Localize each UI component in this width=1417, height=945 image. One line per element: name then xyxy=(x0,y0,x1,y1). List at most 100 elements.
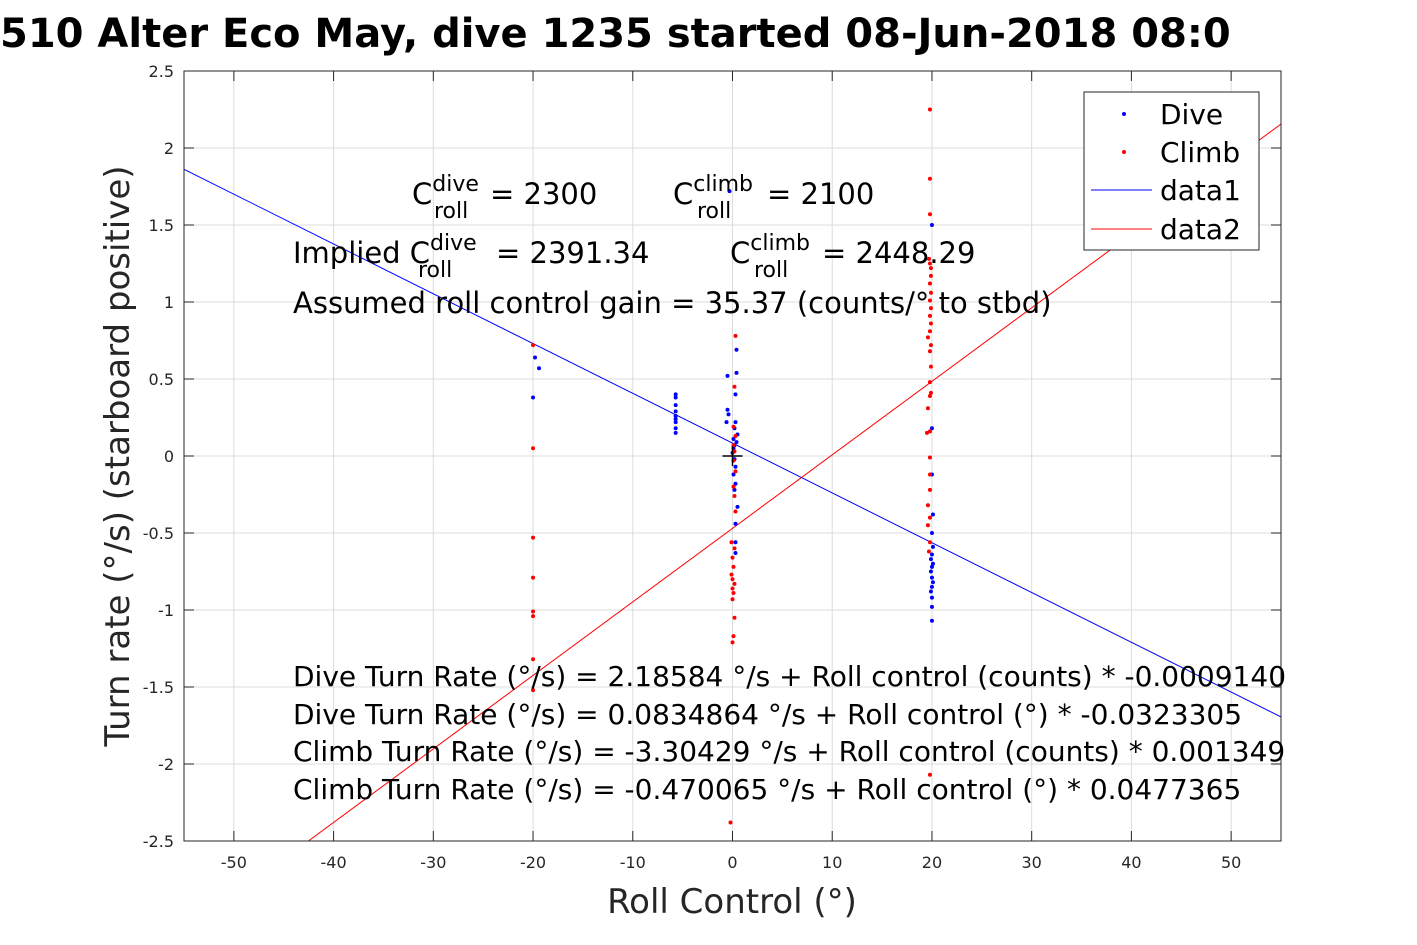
y-tick-label: 2 xyxy=(164,139,174,158)
data-point-climb xyxy=(928,266,933,271)
legend-label-climb: Climb xyxy=(1160,136,1240,169)
data-point-dive xyxy=(673,392,678,397)
data-point-dive xyxy=(673,403,678,408)
y-tick-label: 1 xyxy=(164,293,174,312)
data-point-dive xyxy=(733,481,738,486)
data-point-dive xyxy=(531,395,536,400)
x-tick-label: 40 xyxy=(1121,853,1141,872)
data-point-climb xyxy=(732,546,737,551)
fit-lines xyxy=(184,123,1281,841)
y-tick-label: -1.5 xyxy=(143,678,174,697)
data-point-climb xyxy=(927,393,932,398)
x-axis-label: Roll Control (°) xyxy=(607,882,857,922)
data-point-dive xyxy=(929,575,934,580)
data-point-dive xyxy=(735,504,740,509)
data-point-climb xyxy=(731,424,736,429)
data-point-climb xyxy=(531,535,536,540)
data-point-dive xyxy=(673,395,678,400)
legend-label-data1: data1 xyxy=(1160,174,1241,207)
data-point-dive xyxy=(533,355,538,360)
data-point-climb xyxy=(928,273,933,278)
data-point-dive xyxy=(733,464,738,469)
data-point-climb xyxy=(927,380,932,385)
x-tick-label: -30 xyxy=(420,853,446,872)
data-point-dive xyxy=(734,440,739,445)
data-point-climb xyxy=(926,549,931,554)
croll-climb-sub: roll xyxy=(697,199,731,224)
data-point-climb xyxy=(732,581,737,586)
data-point-dive xyxy=(930,561,935,566)
data-point-climb xyxy=(927,281,932,286)
data-point-climb xyxy=(730,555,735,560)
y-tick-label: 1.5 xyxy=(149,216,174,235)
svg-text:Implied Cdive: Implied Cdive xyxy=(293,231,477,270)
implied-prefix: Implied C xyxy=(293,236,430,270)
data-point-climb xyxy=(927,349,932,354)
data-point-climb xyxy=(531,657,536,662)
y-tick-label: -2.5 xyxy=(143,832,174,851)
croll-climb-c: C xyxy=(673,177,693,211)
data-point-climb xyxy=(924,430,929,435)
data-point-climb xyxy=(927,515,932,520)
y-tick-label: -1 xyxy=(158,601,174,620)
x-tick-label: 10 xyxy=(822,853,842,872)
data-point-climb xyxy=(531,609,536,614)
data-point-dive xyxy=(929,584,934,589)
legend-marker-dive xyxy=(1122,112,1126,116)
croll-dive-c: C xyxy=(412,177,432,211)
data-point-climb xyxy=(733,433,738,438)
data-point-climb xyxy=(531,343,536,348)
data-point-dive xyxy=(725,407,730,412)
data-point-dive xyxy=(673,417,678,422)
data-point-dive xyxy=(929,531,934,535)
data-point-dive xyxy=(928,569,933,574)
data-point-climb xyxy=(925,503,930,508)
data-point-dive xyxy=(673,420,678,425)
data-point-climb xyxy=(733,509,738,514)
data-point-dive xyxy=(727,189,732,194)
data-point-dive xyxy=(733,521,738,526)
data-point-climb xyxy=(531,575,536,580)
x-tick-label: -50 xyxy=(221,853,247,872)
legend: Dive Climb data1 data2 xyxy=(1083,91,1260,251)
data-point-dive xyxy=(733,420,738,425)
x-tick-label: 0 xyxy=(727,853,737,872)
data-point-climb xyxy=(729,540,734,545)
data-point-dive xyxy=(731,437,736,442)
legend-label-data2: data2 xyxy=(1160,213,1241,246)
x-tick-label: -40 xyxy=(321,853,347,872)
data-point-climb xyxy=(731,591,736,596)
data-point-dive xyxy=(733,392,738,397)
data-point-dive xyxy=(929,223,934,227)
data-point-climb xyxy=(927,455,932,460)
data-point-climb xyxy=(927,107,932,112)
data-point-climb xyxy=(927,540,932,545)
data-point-climb xyxy=(732,384,737,389)
data-point-dive xyxy=(673,409,678,414)
data-point-dive xyxy=(726,412,731,417)
y-tick-label: -2 xyxy=(158,755,174,774)
data-point-dive xyxy=(537,366,542,371)
y-tick-label: 2.5 xyxy=(149,62,174,81)
data-points xyxy=(531,107,935,825)
equations: Dive Turn Rate (°/s) = 2.18584 °/s + Rol… xyxy=(293,660,1286,806)
x-axis-ticks: -50 -40 -30 -20 -10 0 10 20 30 40 50 xyxy=(221,71,1241,872)
x-tick-label: 30 xyxy=(1022,853,1042,872)
data-point-dive xyxy=(928,557,933,562)
data-point-dive xyxy=(734,347,739,352)
implied-annotation: Implied Cdive roll = 2391.34 Cclimb roll… xyxy=(293,231,975,283)
implied-climb-c: C xyxy=(730,236,750,270)
data-point-climb xyxy=(927,313,932,318)
data-point-climb xyxy=(732,494,737,499)
data-point-climb xyxy=(733,469,738,474)
data-point-climb xyxy=(731,634,736,639)
data-point-climb xyxy=(731,564,736,569)
data-point-climb xyxy=(928,290,933,295)
data-point-dive xyxy=(929,604,934,609)
data-point-dive xyxy=(929,426,934,431)
data-point-dive xyxy=(673,413,678,418)
x-tick-label: 50 xyxy=(1221,853,1241,872)
x-tick-label: 20 xyxy=(922,853,942,872)
data-point-dive xyxy=(929,595,934,600)
